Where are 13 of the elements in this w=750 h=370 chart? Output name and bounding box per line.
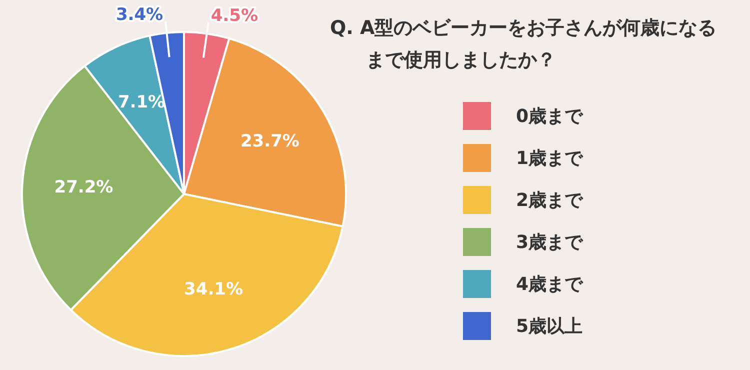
legend-label: 5歳以上 — [516, 315, 583, 338]
data-label: 27.2% — [54, 178, 114, 198]
legend-label: 4歳まで — [516, 273, 583, 296]
legend-label: 2歳まで — [516, 189, 583, 212]
data-label: 23.7% — [240, 131, 300, 152]
legend-label: 3歳まで — [516, 231, 583, 254]
data-label: 3.4% — [116, 5, 164, 26]
legend-label: 1歳まで — [516, 147, 583, 170]
data-label: 7.1% — [118, 92, 166, 112]
data-label: 34.1% — [184, 279, 244, 300]
legend-label: 0歳まで — [516, 105, 583, 128]
text: Q. A型のベビーカーをお子さんが何歳になるまで使用しましたか？ — [330, 16, 718, 73]
data-label: 4.5% — [210, 6, 258, 26]
